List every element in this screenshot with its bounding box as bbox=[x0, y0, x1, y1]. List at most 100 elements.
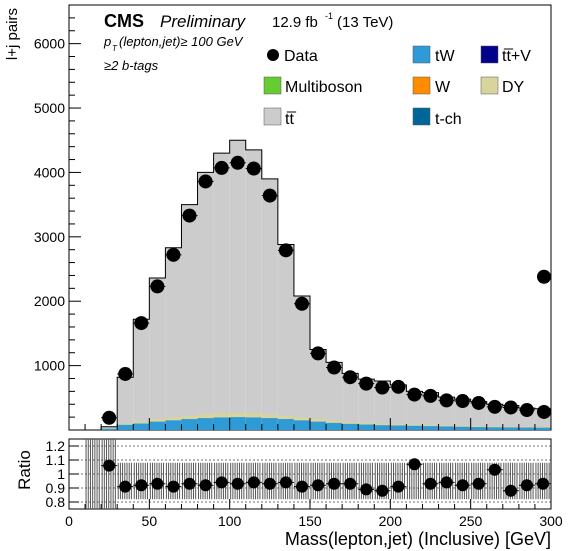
bar-dy bbox=[534, 426, 551, 428]
ratio-y-tick-label: 1.1 bbox=[46, 452, 66, 468]
bar-ttbar bbox=[245, 149, 262, 431]
ratio-point bbox=[488, 463, 501, 476]
bar-tw bbox=[133, 423, 150, 430]
ratio-y-tick-label: 0.9 bbox=[46, 480, 66, 496]
bar-ttbar bbox=[470, 401, 487, 430]
ratio-data-points bbox=[101, 458, 551, 497]
ratio-point bbox=[199, 479, 212, 492]
bar-dy bbox=[358, 422, 375, 425]
main-data-points bbox=[101, 155, 551, 425]
data-point bbox=[503, 400, 518, 415]
bar-ttbar bbox=[454, 399, 471, 430]
ratio-point bbox=[103, 459, 116, 472]
data-point bbox=[327, 360, 342, 375]
data-point bbox=[537, 404, 551, 419]
ratio-point bbox=[295, 480, 308, 493]
bar-dy bbox=[486, 426, 503, 428]
legend-swatch-ttv bbox=[480, 45, 499, 64]
bar-dy bbox=[438, 425, 455, 427]
bar-dy bbox=[374, 423, 391, 426]
legend-swatch-ttbar bbox=[263, 107, 282, 126]
legend-swatch-tw bbox=[412, 45, 431, 64]
bar-tw bbox=[470, 427, 487, 430]
main-y-tick-label: 6000 bbox=[34, 36, 65, 52]
bar-dy bbox=[213, 413, 230, 418]
ratio-point bbox=[167, 480, 180, 493]
bar-dy bbox=[310, 419, 327, 422]
data-point bbox=[519, 403, 534, 418]
ratio-point bbox=[183, 477, 196, 490]
status-label: Preliminary bbox=[160, 12, 247, 31]
main-bars-group bbox=[100, 139, 552, 431]
ratio-point bbox=[440, 476, 453, 489]
main-y-tick-label: 2000 bbox=[34, 293, 65, 309]
legend-label-ttbar: tt̅ bbox=[285, 111, 296, 128]
legend-label-data: Data bbox=[284, 48, 318, 65]
ratio-x-tick-label: 100 bbox=[218, 513, 242, 529]
ratio-point bbox=[215, 476, 228, 489]
bar-ttbar bbox=[229, 140, 246, 430]
bar-dy bbox=[390, 424, 407, 426]
bar-ttbar bbox=[197, 172, 214, 430]
legend: Data tW tt̅+V Multiboson W DY tt̅ t-ch bbox=[263, 45, 531, 128]
ratio-point bbox=[376, 484, 389, 497]
legend-data-marker bbox=[267, 49, 279, 61]
data-point bbox=[455, 394, 470, 409]
main-axes-group: 1000 2000 3000 4000 5000 6000 bbox=[34, 4, 552, 430]
bar-dy bbox=[181, 415, 198, 420]
ratio-x-tick-label: 200 bbox=[379, 513, 403, 529]
bar-tw bbox=[438, 426, 455, 430]
main-y-tick-label: 3000 bbox=[34, 229, 65, 245]
ratio-point bbox=[408, 458, 421, 471]
bar-tw bbox=[534, 427, 551, 430]
bar-tw bbox=[213, 417, 230, 430]
ratio-point bbox=[520, 479, 533, 492]
bar-dy bbox=[117, 423, 134, 425]
bar-tw bbox=[326, 422, 343, 430]
bar-tw bbox=[149, 421, 166, 430]
bar-tw bbox=[358, 424, 375, 430]
data-point bbox=[487, 399, 502, 414]
ratio-point bbox=[119, 480, 132, 493]
bar-ttbar bbox=[310, 349, 327, 430]
energy-label: (13 TeV) bbox=[337, 14, 393, 31]
bar-tw bbox=[197, 418, 214, 430]
bar-tw bbox=[502, 427, 519, 430]
selection-cut: (lepton,jet)≥ 100 GeV bbox=[119, 34, 244, 49]
bar-tw bbox=[293, 420, 310, 430]
bar-ttbar bbox=[165, 247, 182, 430]
bar-dy bbox=[326, 420, 343, 423]
legend-label-tch: t-ch bbox=[435, 111, 462, 128]
data-point bbox=[118, 366, 133, 381]
ratio-point bbox=[247, 476, 260, 489]
bar-ttbar bbox=[261, 178, 278, 430]
bar-tw bbox=[101, 428, 118, 430]
ratio-y-axis-label: Ratio bbox=[15, 450, 34, 490]
bar-dy bbox=[229, 413, 246, 418]
data-point bbox=[278, 243, 293, 258]
bar-dy bbox=[406, 424, 423, 426]
ratio-x-tick-label: 250 bbox=[459, 513, 483, 529]
ratio-x-tick-label: 0 bbox=[65, 513, 73, 529]
bar-dy bbox=[165, 417, 182, 421]
data-point bbox=[246, 161, 261, 176]
legend-label-multiboson: Multiboson bbox=[285, 79, 362, 96]
ratio-point bbox=[472, 477, 485, 490]
main-y-tick-label: 4000 bbox=[34, 164, 65, 180]
ratio-y-tick-label: 1 bbox=[57, 466, 65, 482]
bar-tw bbox=[229, 417, 246, 430]
data-point bbox=[423, 388, 438, 403]
bar-dy bbox=[518, 426, 535, 428]
ratio-uncertainty-bands bbox=[85, 439, 550, 509]
bar-dy bbox=[454, 425, 471, 427]
ratio-uncertainty-band bbox=[310, 462, 325, 500]
ratio-point bbox=[135, 479, 148, 492]
bar-tw bbox=[277, 419, 294, 430]
selection-p: p bbox=[103, 34, 111, 49]
lumi-label: 12.9 fb bbox=[272, 14, 318, 31]
experiment-label: CMS bbox=[104, 11, 144, 31]
bar-tw bbox=[422, 426, 439, 430]
bar-tw bbox=[165, 420, 182, 430]
bar-ttbar bbox=[374, 381, 391, 430]
data-point bbox=[166, 247, 181, 262]
